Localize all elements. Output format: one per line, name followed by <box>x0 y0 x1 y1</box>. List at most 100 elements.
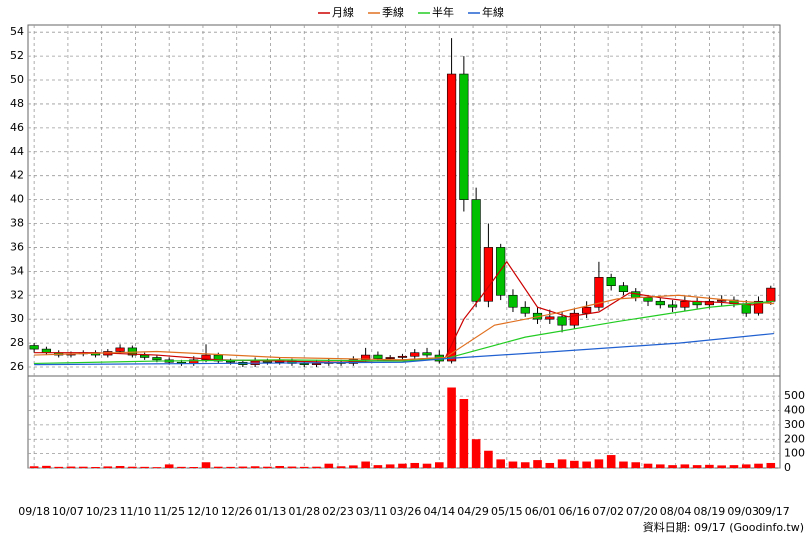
x-tick-label: 09/18 <box>18 505 50 518</box>
x-tick-label: 01/28 <box>288 505 320 518</box>
y2-tick-label: 400 <box>784 404 805 417</box>
volume-bar <box>496 459 505 468</box>
candle-body <box>459 73 469 200</box>
volume-bar <box>226 466 235 468</box>
x-tick-label: 12/26 <box>221 505 253 518</box>
x-tick-label: 09/17 <box>758 505 790 518</box>
volume-bar <box>189 466 199 468</box>
volume-bar <box>201 462 211 468</box>
volume-bar <box>729 465 739 468</box>
candle-body <box>643 297 653 302</box>
volume-bar <box>435 462 444 468</box>
candle-body <box>410 352 420 357</box>
volume-bar <box>115 465 125 468</box>
y2-tick-label: 500 <box>784 389 805 402</box>
volume-bar <box>140 466 149 468</box>
plot-frame <box>27 24 781 469</box>
candle-body <box>471 199 481 302</box>
x-tick-label: 08/04 <box>660 505 692 518</box>
y-tick-label: 54 <box>10 25 24 38</box>
ma-line <box>34 332 774 366</box>
y-tick-label: 46 <box>10 121 24 134</box>
volume-bar <box>177 466 186 468</box>
candle-body <box>446 73 457 362</box>
y-tick-label: 36 <box>10 240 24 253</box>
volume-bar <box>717 465 726 468</box>
y-tick-label: 50 <box>10 73 24 86</box>
volume-bar <box>275 465 284 468</box>
legend-label: 月線 <box>332 5 354 19</box>
candle-body <box>361 354 371 361</box>
volume-bar <box>373 465 383 468</box>
volume-bar <box>78 466 88 468</box>
candle-body <box>483 247 494 302</box>
volume-bar <box>361 461 370 468</box>
x-tick-label: 01/13 <box>255 505 287 518</box>
candle-body <box>594 277 604 308</box>
candle-body <box>667 304 678 308</box>
volume-bar <box>606 455 616 468</box>
candle-body <box>655 300 665 306</box>
candle-body <box>766 287 776 302</box>
volume-bar <box>250 466 260 468</box>
y-tick-label: 48 <box>10 97 24 110</box>
y-tick-label: 52 <box>10 49 24 62</box>
candle-body <box>397 355 408 358</box>
y2-tick-label: 0 <box>784 461 791 474</box>
volume-bar <box>655 464 665 468</box>
volume-bar <box>594 459 604 468</box>
candle-body <box>115 347 125 352</box>
x-tick-label: 11/10 <box>120 505 152 518</box>
volume-bar <box>312 466 321 468</box>
legend-label: 半年 <box>432 5 454 19</box>
volume-bar <box>214 466 223 468</box>
volume-bar <box>631 462 641 468</box>
volume-bar <box>570 460 579 468</box>
volume-bar <box>643 463 653 468</box>
y-tick-label: 34 <box>10 264 24 277</box>
volume-bar <box>484 450 493 468</box>
x-tick-label: 11/25 <box>153 505 185 518</box>
volume-bar <box>741 464 751 468</box>
candle-body <box>496 247 506 296</box>
volume-bar <box>349 465 358 468</box>
candle-body <box>606 277 616 287</box>
volume-bar <box>410 462 420 468</box>
candle-body <box>299 363 309 365</box>
volume-bar <box>766 462 776 468</box>
candle-body <box>582 306 592 314</box>
volume-bar <box>422 463 432 468</box>
volume-bar <box>128 466 137 468</box>
candle-body <box>508 294 518 308</box>
y-tick-label: 42 <box>10 169 24 182</box>
volume-bar <box>398 463 407 468</box>
volume-bar <box>164 464 174 468</box>
candle-body <box>704 300 715 306</box>
x-tick-label: 08/19 <box>694 505 726 518</box>
candle-body <box>680 300 690 308</box>
volume-bar <box>287 466 297 468</box>
x-tick-label: 04/29 <box>457 505 489 518</box>
candle-body <box>152 357 162 361</box>
volume-bar <box>680 464 690 468</box>
volume-bar <box>705 464 714 468</box>
x-tick-label: 05/15 <box>491 505 523 518</box>
volume-bar <box>459 399 469 468</box>
volume-bar <box>103 466 113 468</box>
x-tick-label: 09/03 <box>727 505 759 518</box>
y-tick-label: 44 <box>10 145 24 158</box>
volume-bar <box>557 459 567 468</box>
x-tick-label: 04/14 <box>423 505 455 518</box>
volume-bar <box>447 387 456 468</box>
volume-bar <box>152 467 162 468</box>
y2-tick-label: 300 <box>784 418 805 431</box>
candle-body <box>385 357 395 359</box>
volume-bar <box>336 466 346 468</box>
volume-bar <box>91 466 100 468</box>
volume-bar <box>66 466 76 468</box>
footer: 資料日期: 09/17 (Goodinfo.tw) <box>643 520 804 534</box>
y-tick-label: 40 <box>10 193 24 206</box>
volume-bar <box>533 460 542 468</box>
volume-bar <box>754 463 763 468</box>
